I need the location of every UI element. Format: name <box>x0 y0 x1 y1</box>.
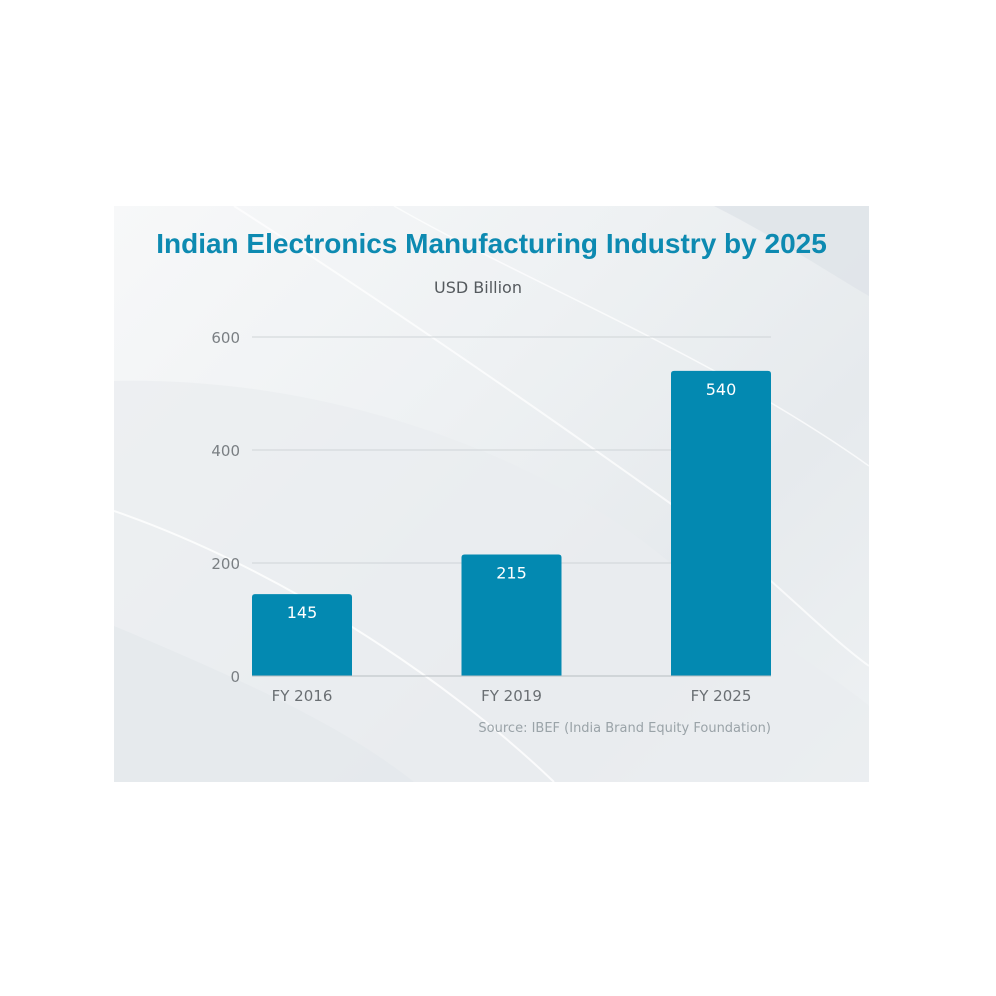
bar-fy-2019 <box>461 554 562 676</box>
x-tick-label: FY 2025 <box>691 687 752 705</box>
data-label: 215 <box>496 564 527 583</box>
data-label: 145 <box>287 603 318 622</box>
bar-fy-2016 <box>252 594 352 676</box>
source-note: Source: IBEF (India Brand Equity Foundat… <box>478 721 771 736</box>
bar-fy-2025 <box>671 370 771 676</box>
y-axis-unit-label: USD Billion <box>434 278 522 297</box>
y-tick-label: 400 <box>211 442 240 460</box>
x-tick-label: FY 2019 <box>481 687 542 705</box>
y-tick-label: 600 <box>211 329 240 347</box>
chart-card: Indian Electronics Manufacturing Industr… <box>114 206 869 782</box>
bar-chart: 0 200 400 600 145 FY 2016 215 FY 2019 540 FY 2025 <box>211 329 771 705</box>
data-label: 540 <box>706 380 737 399</box>
y-tick-label: 200 <box>211 555 240 573</box>
x-tick-label: FY 2016 <box>272 687 333 705</box>
chart-title: Indian Electronics Manufacturing Industr… <box>156 228 827 259</box>
y-tick-label: 0 <box>230 668 240 686</box>
